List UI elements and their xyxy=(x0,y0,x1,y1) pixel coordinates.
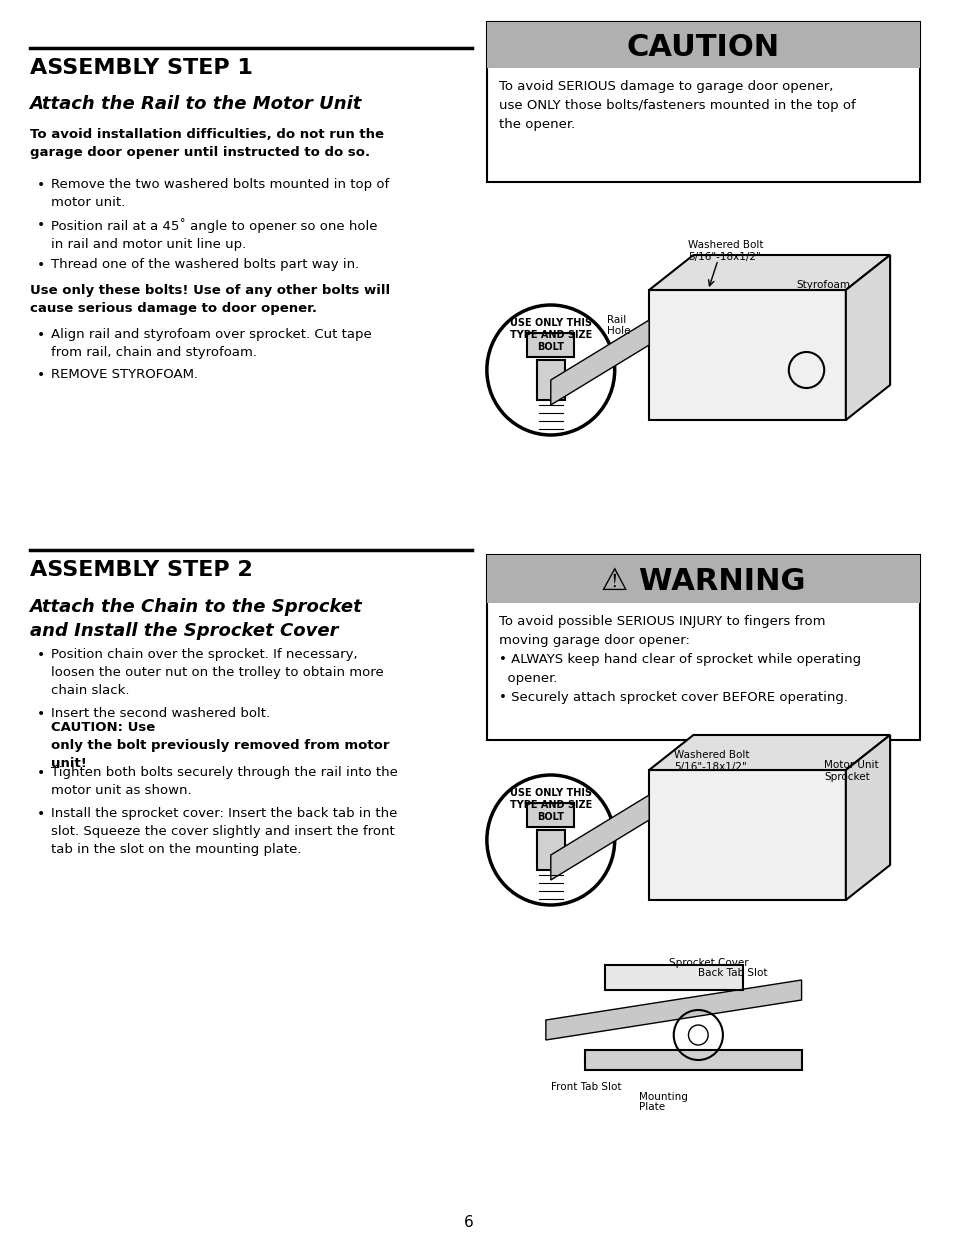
Text: Insert the second washered bolt.: Insert the second washered bolt. xyxy=(51,706,274,720)
Text: TYPE AND SIZE: TYPE AND SIZE xyxy=(509,330,591,340)
Text: Install the sprocket cover: Insert the back tab in the
slot. Squeeze the cover s: Install the sprocket cover: Insert the b… xyxy=(51,806,397,856)
Text: •: • xyxy=(37,329,46,342)
FancyBboxPatch shape xyxy=(648,769,845,900)
Text: Position chain over the sprocket. If necessary,
loosen the outer nut on the trol: Position chain over the sprocket. If nec… xyxy=(51,648,383,697)
Text: To avoid SERIOUS damage to garage door opener,
use ONLY those bolts/fasteners mo: To avoid SERIOUS damage to garage door o… xyxy=(498,80,855,131)
Text: Sprocket Cover: Sprocket Cover xyxy=(668,958,748,968)
FancyBboxPatch shape xyxy=(527,803,574,827)
Text: Thread one of the washered bolts part way in.: Thread one of the washered bolts part wa… xyxy=(51,258,359,270)
Text: Rail: Rail xyxy=(606,315,625,325)
Polygon shape xyxy=(545,981,801,1040)
Text: Mounting: Mounting xyxy=(639,1092,687,1102)
Text: Front Tab Slot: Front Tab Slot xyxy=(550,1082,620,1092)
Text: Align rail and styrofoam over sprocket. Cut tape
from rail, chain and styrofoam.: Align rail and styrofoam over sprocket. … xyxy=(51,329,372,359)
FancyBboxPatch shape xyxy=(648,290,845,420)
Text: •: • xyxy=(37,219,46,232)
Text: 5/16"-18x1/2": 5/16"-18x1/2" xyxy=(673,762,745,772)
Polygon shape xyxy=(845,735,889,900)
FancyBboxPatch shape xyxy=(486,555,919,740)
Text: 6: 6 xyxy=(464,1215,474,1230)
Text: Use only these bolts! Use of any other bolts will
cause serious damage to door o: Use only these bolts! Use of any other b… xyxy=(30,284,389,315)
Text: USE ONLY THIS: USE ONLY THIS xyxy=(509,317,591,329)
Text: •: • xyxy=(37,648,46,662)
Text: To avoid possible SERIOUS INJURY to fingers from
moving garage door opener:
• AL: To avoid possible SERIOUS INJURY to fing… xyxy=(498,615,860,704)
FancyBboxPatch shape xyxy=(486,22,919,182)
Text: •: • xyxy=(37,766,46,781)
Text: Styrofoam: Styrofoam xyxy=(796,280,850,290)
FancyBboxPatch shape xyxy=(537,830,564,869)
FancyBboxPatch shape xyxy=(486,22,919,68)
Polygon shape xyxy=(845,254,889,420)
Polygon shape xyxy=(550,320,648,405)
Polygon shape xyxy=(648,254,889,290)
FancyBboxPatch shape xyxy=(527,333,574,357)
Text: •: • xyxy=(37,806,46,821)
FancyBboxPatch shape xyxy=(604,965,741,990)
Polygon shape xyxy=(550,795,648,881)
Text: ⚠ WARNING: ⚠ WARNING xyxy=(600,567,804,595)
Text: Hole: Hole xyxy=(606,326,630,336)
Text: Tighten both bolts securely through the rail into the
motor unit as shown.: Tighten both bolts securely through the … xyxy=(51,766,397,797)
Text: USE ONLY THIS: USE ONLY THIS xyxy=(509,788,591,798)
Text: Remove the two washered bolts mounted in top of
motor unit.: Remove the two washered bolts mounted in… xyxy=(51,178,389,209)
Text: Washered Bolt: Washered Bolt xyxy=(688,240,763,249)
Text: TYPE AND SIZE: TYPE AND SIZE xyxy=(509,800,591,810)
Text: REMOVE STYROFOAM.: REMOVE STYROFOAM. xyxy=(51,368,198,382)
Text: Position rail at a 45˚ angle to opener so one hole
in rail and motor unit line u: Position rail at a 45˚ angle to opener s… xyxy=(51,219,377,251)
Text: •: • xyxy=(37,178,46,191)
Text: •: • xyxy=(37,258,46,272)
Text: ASSEMBLY STEP 1: ASSEMBLY STEP 1 xyxy=(30,58,253,78)
FancyBboxPatch shape xyxy=(486,555,919,603)
Text: BOLT: BOLT xyxy=(537,811,563,823)
Text: CAUTION: Use
only the bolt previously removed from motor
unit!: CAUTION: Use only the bolt previously re… xyxy=(51,721,389,769)
Text: 5/16"-18x1/2": 5/16"-18x1/2" xyxy=(688,252,760,262)
Text: BOLT: BOLT xyxy=(537,342,563,352)
Text: To avoid installation difficulties, do not run the
garage door opener until inst: To avoid installation difficulties, do n… xyxy=(30,128,383,159)
Polygon shape xyxy=(648,735,889,769)
Text: Back Tab Slot: Back Tab Slot xyxy=(698,968,767,978)
Text: Plate: Plate xyxy=(639,1102,665,1112)
FancyBboxPatch shape xyxy=(537,359,564,400)
Text: Motor Unit: Motor Unit xyxy=(823,760,878,769)
Text: •: • xyxy=(37,368,46,382)
FancyBboxPatch shape xyxy=(584,1050,801,1070)
Text: ASSEMBLY STEP 2: ASSEMBLY STEP 2 xyxy=(30,559,252,580)
Text: CAUTION: CAUTION xyxy=(626,32,779,62)
Text: •: • xyxy=(37,706,46,721)
Text: Attach the Rail to the Motor Unit: Attach the Rail to the Motor Unit xyxy=(30,95,361,112)
Text: Attach the Chain to the Sprocket
and Install the Sprocket Cover: Attach the Chain to the Sprocket and Ins… xyxy=(30,598,362,640)
Text: Sprocket: Sprocket xyxy=(823,772,869,782)
Text: Washered Bolt: Washered Bolt xyxy=(673,750,748,760)
